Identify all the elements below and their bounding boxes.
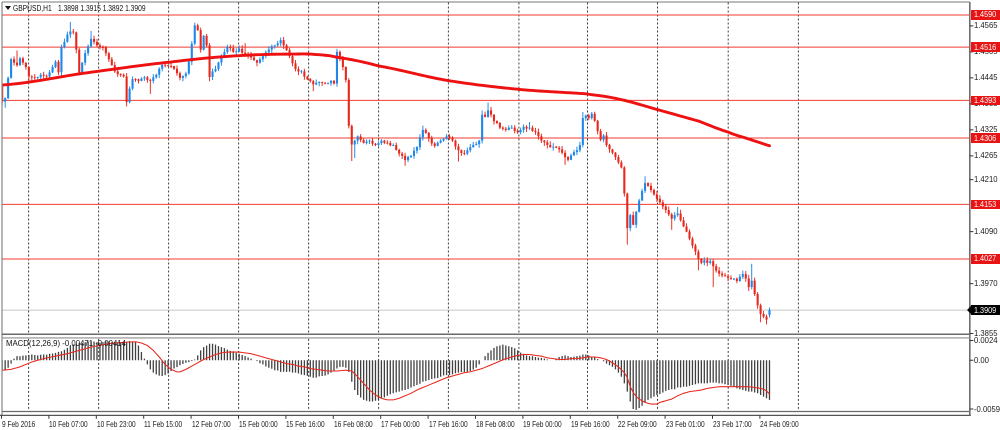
time-axis-label: 24 Feb 09:00 [760,419,800,429]
price-axis-label: 1.4265 [973,151,997,161]
price-level-badge: 1.4590 [971,10,1000,20]
time-axis-label: 16 Feb 08:00 [333,419,373,429]
time-axis-label: 10 Feb 07:00 [49,419,89,429]
price-level-badge: 1.4516 [971,42,1000,52]
macd-axis-label: -0.0059 [973,404,1000,414]
symbol-dropdown-icon[interactable] [5,5,11,10]
ohlc-values-label: 1.3898 1.3915 1.3892 1.3909 [57,3,146,13]
price-axis-label: 1.4565 [973,21,997,31]
macd-signal-line [2,341,770,405]
time-axis-label: 19 Feb 16:00 [570,419,610,429]
time-axis-label: 19 Feb 00:00 [523,419,563,429]
macd-signal-value: -0.00414 [95,337,126,348]
time-axis-label: 18 Feb 08:00 [476,419,515,429]
macd-value: -0.00471 [62,337,94,348]
price-level-lines[interactable] [2,14,970,260]
time-axis-label: 17 Feb 00:00 [381,419,420,429]
time-axis-label: 9 Feb 2016 [2,419,36,429]
time-axis-label: 12 Feb 07:00 [191,419,231,429]
time-axis-label: 15 Feb 00:00 [239,419,278,429]
current-price-badge: 1.3909 [967,305,1000,315]
price-axis-label: 1.3855 [973,329,997,339]
price-axis-label: 1.4090 [973,227,997,237]
price-axis-label: 1.4325 [973,125,997,135]
time-axis-label: 23 Feb 17:00 [713,419,752,429]
macd-indicator-label: MACD(12,26,9) -0.00471 -0.00414 [6,338,126,348]
price-axis-label: 1.4210 [973,175,997,185]
price-level-badge: 1.4153 [971,199,1000,210]
candlestick-series [2,21,771,325]
panel-borders [0,1,971,417]
symbol-period-label: GBPUSD,H1 [13,3,52,13]
price-axis-label: 1.3970 [973,279,997,289]
price-level-badge: 1.4027 [971,254,1000,264]
price-axis-label: 1.4445 [973,73,997,83]
moving-average-line [2,52,771,148]
chart-title: GBPUSD,H1 1.3898 1.3915 1.3892 1.3909 [13,3,146,13]
time-axis-label: 22 Feb 09:00 [618,419,657,429]
macd-name-label: MACD(12,26,9) [6,337,61,348]
time-axis-label: 23 Feb 01:00 [665,419,705,429]
time-axis-label: 10 Feb 23:00 [96,419,136,429]
time-axis-label: 17 Feb 16:00 [428,419,468,429]
time-axis-label: 11 Feb 15:00 [144,419,183,429]
macd-axis-label: 0.00 [973,355,989,365]
macd-axis-label: 0.0024 [973,336,997,346]
price-level-badge: 1.4306 [971,133,1000,143]
price-level-badge: 1.4393 [971,95,1000,106]
time-axis-label: 15 Feb 16:00 [286,419,326,429]
